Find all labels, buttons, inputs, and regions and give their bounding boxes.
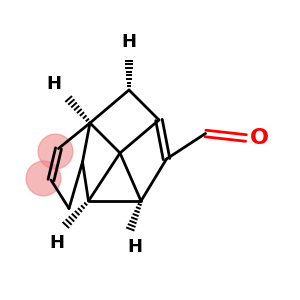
Text: H: H bbox=[122, 33, 136, 51]
Text: H: H bbox=[46, 75, 62, 93]
Circle shape bbox=[38, 134, 73, 169]
Text: H: H bbox=[128, 238, 142, 256]
Text: H: H bbox=[50, 234, 64, 252]
Circle shape bbox=[26, 161, 61, 196]
Text: O: O bbox=[250, 128, 269, 148]
